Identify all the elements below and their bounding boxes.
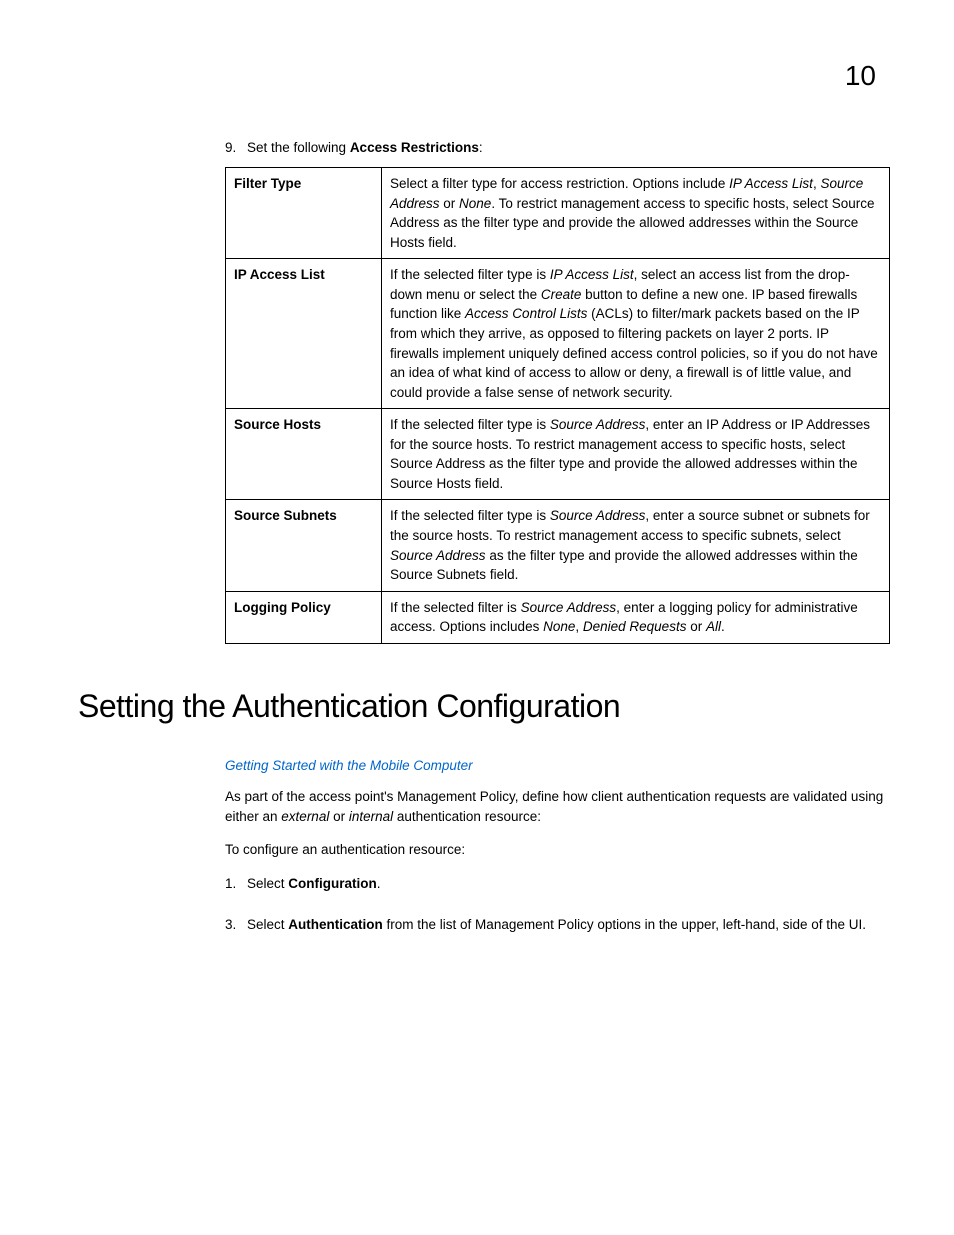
intro-paragraph: As part of the access point's Management… <box>225 787 890 826</box>
step-num: 9. <box>225 140 247 155</box>
lead-paragraph: To configure an authentication resource: <box>225 840 890 860</box>
row-description: If the selected filter type is Source Ad… <box>382 500 890 591</box>
step-9: 9. Set the following Access Restrictions… <box>225 140 890 155</box>
page-number: 10 <box>845 60 876 92</box>
section-heading: Setting the Authentication Configuration <box>78 688 620 725</box>
table-row: Source HostsIf the selected filter type … <box>226 409 890 500</box>
row-label: Source Subnets <box>226 500 382 591</box>
row-label: Source Hosts <box>226 409 382 500</box>
upper-content: 9. Set the following Access Restrictions… <box>225 140 890 684</box>
step-text: Select Authentication from the list of M… <box>247 915 866 935</box>
table-row: Logging PolicyIf the selected filter is … <box>226 591 890 643</box>
access-restrictions-table: Filter TypeSelect a filter type for acce… <box>225 167 890 644</box>
step-text: Set the following Access Restrictions: <box>247 140 483 155</box>
table-row: Filter TypeSelect a filter type for acce… <box>226 168 890 259</box>
getting-started-link[interactable]: Getting Started with the Mobile Computer <box>225 758 890 773</box>
list-item: 1.Select Configuration. <box>225 874 890 894</box>
step-num: 3. <box>225 915 247 935</box>
list-item: 3.Select Authentication from the list of… <box>225 915 890 935</box>
row-description: If the selected filter type is Source Ad… <box>382 409 890 500</box>
row-description: If the selected filter is Source Address… <box>382 591 890 643</box>
row-label: IP Access List <box>226 259 382 409</box>
row-label: Filter Type <box>226 168 382 259</box>
table-row: IP Access ListIf the selected filter typ… <box>226 259 890 409</box>
row-description: Select a filter type for access restrict… <box>382 168 890 259</box>
row-description: If the selected filter type is IP Access… <box>382 259 890 409</box>
section-body: Getting Started with the Mobile Computer… <box>225 758 890 957</box>
row-label: Logging Policy <box>226 591 382 643</box>
step-num: 1. <box>225 874 247 894</box>
table-row: Source SubnetsIf the selected filter typ… <box>226 500 890 591</box>
step-text: Select Configuration. <box>247 874 381 894</box>
